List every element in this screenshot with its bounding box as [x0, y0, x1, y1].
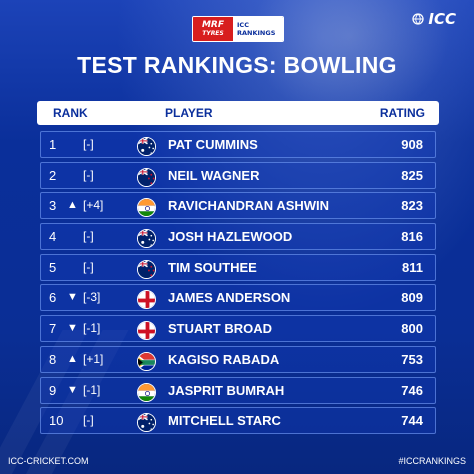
- player-name: JASPRIT BUMRAH: [168, 382, 285, 398]
- rank-movement: [-]: [83, 137, 94, 151]
- icc-logo: ICC: [412, 10, 456, 28]
- table-row: 5 [-] TIM SOUTHEE 811: [40, 253, 436, 281]
- rank-number: 1: [49, 137, 57, 152]
- mrf-logo-text: MRF: [201, 20, 225, 30]
- movement-arrow-icon: ▼: [67, 322, 78, 335]
- south-africa-flag-icon: [137, 351, 156, 371]
- player-name: JAMES ANDERSON: [168, 290, 291, 306]
- australia-flag-icon: [137, 137, 156, 156]
- footer-hashtag: #ICCRANKINGS: [398, 456, 466, 466]
- mrf-logo: MRF TYRES: [193, 17, 233, 41]
- england-flag-icon: [137, 321, 156, 341]
- rank-number: 3: [49, 198, 57, 214]
- table-row: 4 [-] JOSH HAZLEWOOD 816: [40, 223, 436, 251]
- rank-movement: [-]: [83, 167, 94, 182]
- australia-flag-icon: [137, 229, 156, 249]
- page-title: TEST RANKINGS: BOWLING: [77, 52, 397, 78]
- header-rank: RANK: [53, 106, 88, 120]
- player-rating: 809: [401, 290, 423, 306]
- table-row: 2 [-] NEIL WAGNER 825: [40, 161, 436, 189]
- player-name: RAVICHANDRAN ASHWIN: [168, 198, 330, 214]
- header-player: PLAYER: [165, 106, 213, 120]
- icc-globe-icon: [412, 13, 425, 25]
- rank-number: 8: [49, 351, 57, 367]
- player-rating: 816: [401, 229, 423, 245]
- icc-rankings-line1: ICC: [237, 21, 249, 29]
- rank-movement: [-]: [83, 413, 94, 428]
- rank-movement: [-3]: [83, 290, 101, 305]
- movement-arrow-icon: ▲: [67, 352, 78, 365]
- rankings-table: 1 [-] PAT CUMMINS 908 2 [-] NEIL WAGNER …: [40, 131, 436, 438]
- player-rating: 753: [401, 351, 423, 367]
- player-name: JOSH HAZLEWOOD: [168, 229, 293, 245]
- player-name: PAT CUMMINS: [168, 137, 258, 152]
- table-row: 8 ▲ [+1] KAGISO RABADA 753: [40, 345, 436, 373]
- table-row: 6 ▼ [-3] JAMES ANDERSON 809: [40, 284, 436, 312]
- mrf-logo-subtext: TYRES: [202, 30, 224, 37]
- new-zealand-flag-icon: [137, 259, 156, 279]
- rank-number: 2: [49, 167, 57, 183]
- rank-number: 7: [49, 321, 57, 337]
- player-name: STUART BROAD: [168, 321, 272, 337]
- player-rating: 908: [401, 137, 423, 152]
- india-flag-icon: [137, 198, 156, 218]
- rank-number: 6: [49, 290, 57, 306]
- table-row: 1 [-] PAT CUMMINS 908: [40, 131, 436, 158]
- player-rating: 811: [402, 259, 423, 275]
- icc-rankings-line2: RANKINGS: [237, 29, 276, 37]
- india-flag-icon: [137, 382, 156, 402]
- new-zealand-flag-icon: [137, 167, 156, 187]
- rank-number: 10: [49, 413, 64, 429]
- rank-movement: [-1]: [83, 321, 101, 336]
- movement-arrow-icon: ▼: [67, 291, 78, 304]
- movement-arrow-icon: ▼: [67, 383, 78, 396]
- rank-movement: [+4]: [83, 198, 104, 213]
- australia-flag-icon: [137, 413, 156, 433]
- rank-movement: [+1]: [83, 351, 104, 366]
- rank-movement: [-]: [83, 259, 94, 274]
- rank-number: 4: [49, 229, 57, 245]
- rank-number: 9: [49, 382, 57, 398]
- table-row: 3 ▲ [+4] RAVICHANDRAN ASHWIN 823: [40, 192, 436, 220]
- sponsor-logo: MRF TYRES ICC RANKINGS: [192, 16, 284, 42]
- player-rating: 746: [401, 382, 423, 398]
- player-name: KAGISO RABADA: [168, 351, 280, 367]
- player-name: NEIL WAGNER: [168, 167, 260, 183]
- rank-number: 5: [49, 259, 57, 275]
- player-rating: 800: [401, 321, 423, 337]
- rank-movement: [-]: [83, 229, 94, 244]
- player-rating: 825: [401, 167, 423, 183]
- footer-website[interactable]: ICC-CRICKET.COM: [8, 456, 89, 466]
- icc-logo-text: ICC: [428, 10, 456, 28]
- england-flag-icon: [137, 290, 156, 310]
- table-row: 10 [-] MITCHELL STARC 744: [40, 407, 436, 435]
- table-row: 9 ▼ [-1] JASPRIT BUMRAH 746: [40, 376, 436, 404]
- header-rating: RATING: [379, 106, 425, 120]
- icc-rankings-logo: ICC RANKINGS: [233, 17, 283, 41]
- player-rating: 744: [401, 413, 423, 429]
- player-name: MITCHELL STARC: [168, 413, 281, 429]
- table-header: RANK PLAYER RATING: [37, 101, 439, 125]
- rank-movement: [-1]: [83, 382, 101, 397]
- player-name: TIM SOUTHEE: [168, 259, 257, 275]
- player-rating: 823: [401, 198, 423, 214]
- movement-arrow-icon: ▲: [67, 199, 78, 212]
- table-row: 7 ▼ [-1] STUART BROAD 800: [40, 315, 436, 343]
